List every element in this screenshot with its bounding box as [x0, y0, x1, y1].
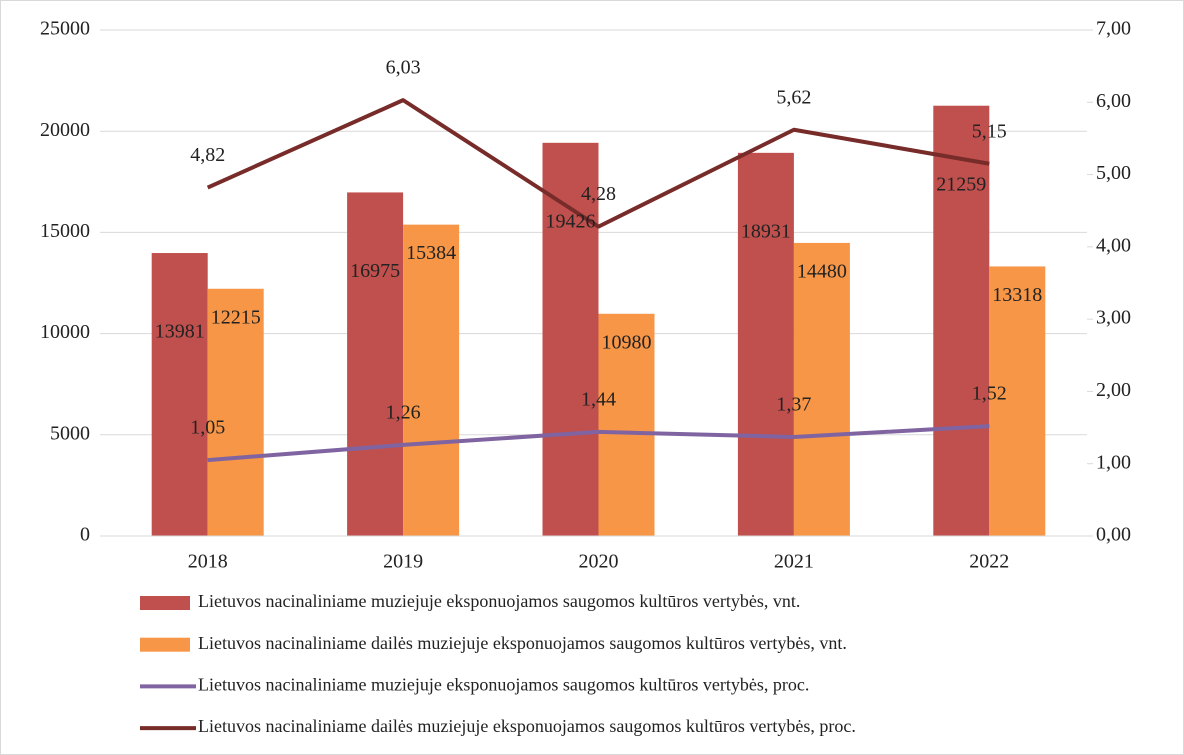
line: [206, 98, 990, 229]
bar-value-label: 19426: [546, 210, 596, 232]
line-value-label: 1,44: [581, 389, 616, 411]
x-tick-label: 2019: [383, 551, 423, 573]
y2-tick-label: 6,00: [1096, 90, 1131, 112]
bar: [737, 152, 794, 537]
bar-value-label: 15384: [406, 242, 456, 264]
y-tick-label: 15000: [40, 220, 90, 242]
legend-label: Lietuvos nacinaliniame dailės muziejuje …: [198, 633, 847, 653]
y2-tick-label: 2,00: [1096, 379, 1131, 401]
legend-swatch: [140, 637, 190, 652]
bar: [793, 242, 850, 536]
bar-value-label: 12215: [211, 306, 261, 328]
line-value-label: 4,82: [190, 144, 225, 166]
y-tick-label: 20000: [40, 119, 90, 141]
y2-tick-label: 3,00: [1096, 307, 1131, 329]
y-tick-label: 0: [80, 524, 90, 546]
line-value-label: 6,03: [386, 57, 421, 79]
x-tick-label: 2022: [969, 551, 1009, 573]
bar-value-label: 13981: [155, 321, 205, 343]
x-tick-label: 2021: [774, 551, 814, 573]
line-value-label: 1,37: [776, 394, 811, 416]
line-value-label: 1,52: [972, 383, 1007, 405]
legend-swatch: [140, 596, 190, 610]
x-tick-label: 2020: [579, 551, 619, 573]
bar-value-label: 14480: [797, 261, 847, 283]
x-tick-label: 2018: [188, 551, 228, 573]
bar-value-label: 13318: [992, 284, 1042, 306]
bar: [933, 105, 990, 537]
y2-tick-label: 0,00: [1096, 524, 1131, 546]
bar: [989, 266, 1046, 536]
y-tick-label: 10000: [40, 321, 90, 343]
bar: [403, 224, 460, 536]
bar-value-label: 10980: [602, 331, 652, 353]
line: [207, 424, 990, 463]
line-value-label: 1,26: [386, 402, 421, 424]
bar: [347, 192, 404, 536]
line-value-label: 5,62: [776, 86, 811, 108]
y2-tick-label: 4,00: [1096, 234, 1131, 256]
y2-tick-label: 5,00: [1096, 162, 1131, 184]
y-tick-label: 5000: [50, 422, 90, 444]
legend-label: Lietuvos nacinaliniame dailės muziejuje …: [198, 716, 856, 736]
bar: [151, 253, 208, 536]
bar-value-label: 21259: [936, 173, 986, 195]
legend-label: Lietuvos nacinaliniame muziejuje eksponu…: [198, 591, 800, 611]
line-value-label: 1,05: [190, 417, 225, 439]
bar: [207, 288, 264, 536]
legend-label: Lietuvos nacinaliniame muziejuje eksponu…: [198, 675, 809, 695]
bar: [598, 313, 655, 536]
y2-tick-label: 1,00: [1096, 451, 1131, 473]
y2-tick-label: 7,00: [1096, 18, 1131, 40]
line-value-label: 4,28: [581, 183, 616, 205]
y-tick-label: 25000: [40, 18, 90, 40]
line-value-label: 5,15: [972, 120, 1007, 142]
bar-value-label: 16975: [350, 260, 400, 282]
bar-value-label: 18931: [741, 220, 791, 242]
